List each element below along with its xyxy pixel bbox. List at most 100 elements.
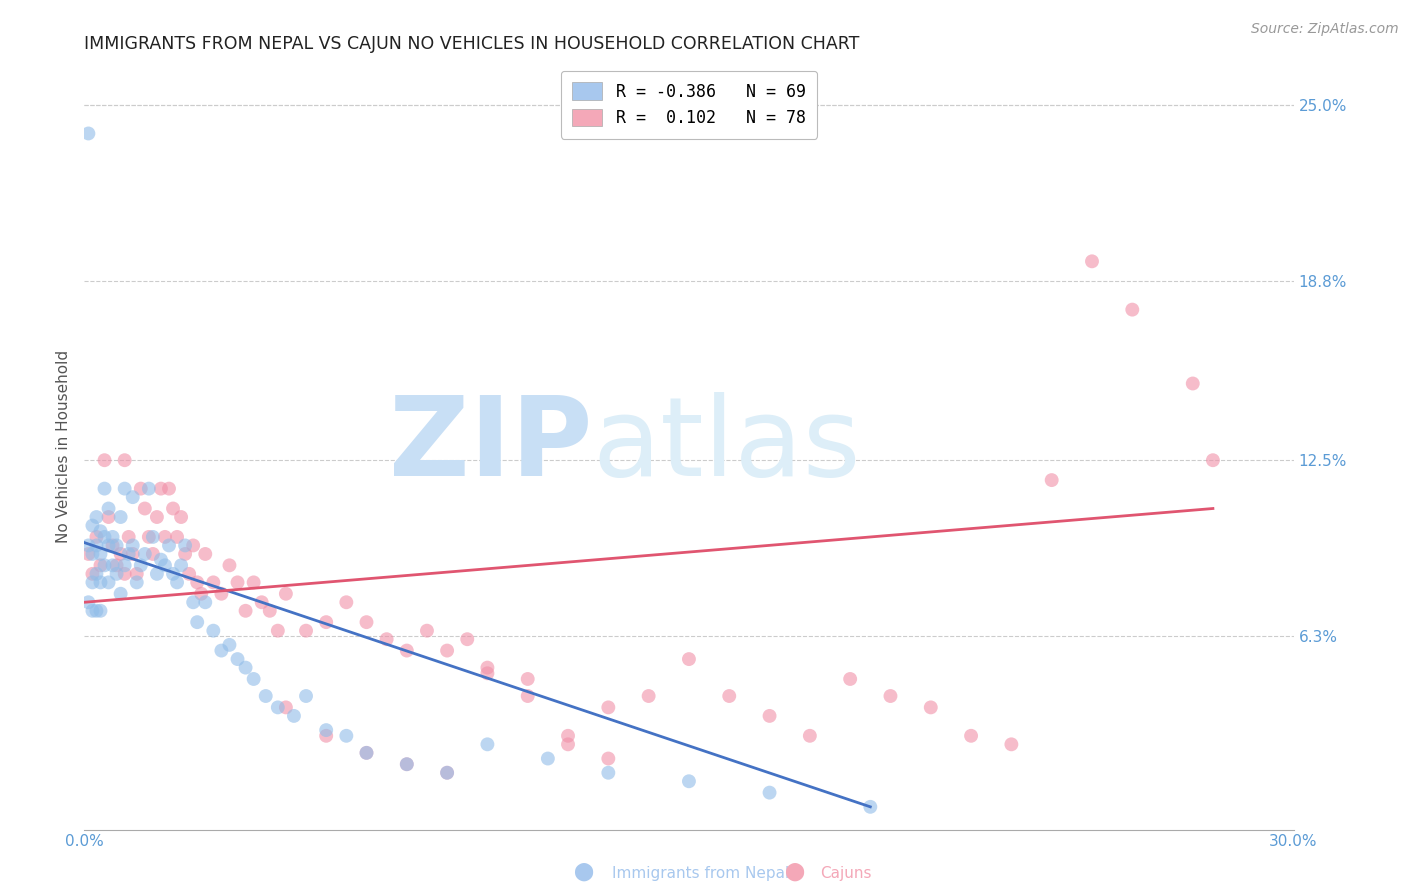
Point (89, 604, 111, 618)
Point (82, 604, 104, 618)
Point (194, 547, 217, 561)
Point (82, 547, 104, 561)
Point (101, 558, 124, 573)
Point (315, 615, 337, 629)
Point (267, 624, 290, 638)
Point (134, 547, 156, 561)
Point (93, 530, 115, 544)
Point (121, 538, 143, 552)
Point (295, 689, 318, 703)
Point (97, 575, 120, 590)
Point (97, 501, 120, 516)
Text: ⬤: ⬤ (574, 863, 593, 881)
Point (121, 490, 143, 504)
Text: ZIP: ZIP (389, 392, 592, 500)
Point (356, 746, 378, 760)
Point (678, 652, 700, 666)
Point (436, 765, 458, 780)
Point (105, 566, 128, 581)
Point (174, 547, 197, 561)
Point (190, 587, 212, 601)
Point (162, 501, 184, 516)
Point (859, 800, 882, 814)
Point (89, 524, 111, 539)
Point (637, 689, 659, 703)
Point (138, 530, 160, 544)
Point (149, 552, 172, 566)
Point (315, 729, 337, 743)
Point (879, 689, 901, 703)
Point (1202, 453, 1225, 467)
Point (335, 595, 357, 609)
Point (97, 510, 120, 524)
Point (166, 575, 188, 590)
Point (218, 638, 240, 652)
Legend: R = -0.386   N = 69, R =  0.102   N = 78: R = -0.386 N = 69, R = 0.102 N = 78 (561, 70, 817, 139)
Point (226, 652, 249, 666)
Point (129, 482, 152, 496)
Point (799, 729, 821, 743)
Point (598, 700, 620, 714)
Point (557, 737, 579, 751)
Point (718, 689, 741, 703)
Point (101, 530, 124, 544)
Point (395, 757, 418, 772)
Point (315, 723, 337, 738)
Point (142, 530, 165, 544)
Point (89, 547, 111, 561)
Point (194, 595, 217, 609)
Point (77, 538, 100, 552)
Point (839, 672, 862, 686)
Point (97, 538, 120, 552)
Point (456, 632, 478, 647)
Point (209, 587, 232, 601)
Point (166, 530, 188, 544)
Point (267, 700, 290, 714)
Point (101, 538, 124, 552)
Point (557, 729, 579, 743)
Text: Source: ZipAtlas.com: Source: ZipAtlas.com (1251, 22, 1399, 37)
Point (118, 530, 141, 544)
Point (218, 558, 240, 573)
Point (157, 538, 180, 552)
Point (114, 558, 136, 573)
Point (356, 615, 378, 629)
Point (395, 757, 418, 772)
Point (153, 558, 176, 573)
Point (920, 700, 942, 714)
Point (186, 615, 208, 629)
Point (77, 127, 100, 141)
Point (477, 660, 499, 674)
Point (283, 709, 305, 723)
Point (416, 624, 439, 638)
Text: atlas: atlas (592, 392, 860, 500)
Point (110, 510, 132, 524)
Point (86, 604, 108, 618)
Point (598, 751, 620, 765)
Point (86, 538, 108, 552)
Point (149, 482, 172, 496)
Point (436, 765, 458, 780)
Point (516, 672, 538, 686)
Point (242, 575, 264, 590)
Point (93, 558, 115, 573)
Point (142, 547, 165, 561)
Point (758, 709, 780, 723)
Point (121, 547, 143, 561)
Point (678, 774, 700, 789)
Point (235, 604, 257, 618)
Point (1081, 254, 1104, 268)
Point (157, 482, 180, 496)
Point (1000, 737, 1022, 751)
Point (93, 482, 115, 496)
Point (82, 575, 104, 590)
Point (86, 566, 108, 581)
Point (134, 501, 156, 516)
Point (516, 689, 538, 703)
Point (477, 737, 499, 751)
Point (960, 729, 983, 743)
Point (235, 660, 257, 674)
Point (170, 510, 193, 524)
Point (202, 624, 225, 638)
Point (181, 595, 204, 609)
